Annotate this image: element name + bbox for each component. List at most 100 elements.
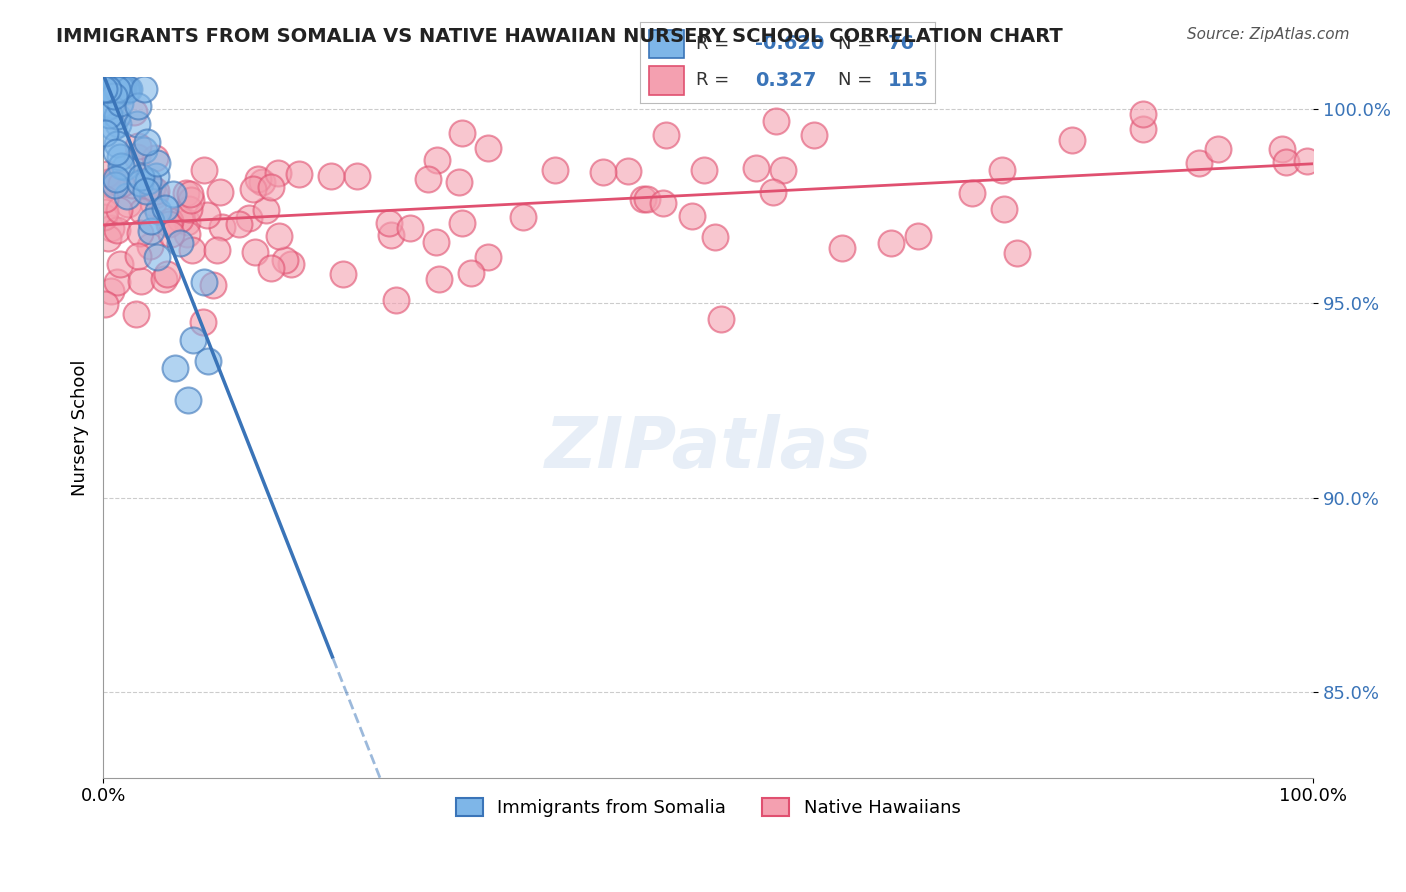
Point	[94, 205, 117, 219]
Point	[180, 243, 202, 257]
Point	[98, 82, 121, 96]
Point	[129, 170, 152, 185]
Point	[451, 216, 474, 230]
Point	[105, 82, 128, 96]
Point	[100, 97, 122, 112]
Point	[169, 235, 191, 250]
Legend: Immigrants from Somalia, Native Hawaiians: Immigrants from Somalia, Native Hawaiian…	[449, 790, 967, 824]
Point	[96, 100, 118, 114]
Point	[103, 82, 125, 96]
Point	[544, 162, 567, 177]
Point	[177, 392, 200, 407]
Point	[346, 169, 368, 183]
Point	[380, 228, 402, 243]
Point	[93, 82, 115, 96]
Point	[449, 175, 471, 189]
Point	[1296, 153, 1319, 168]
Point	[112, 82, 135, 96]
Point	[176, 215, 198, 229]
Text: N =: N =	[838, 35, 877, 53]
Point	[129, 227, 152, 241]
Point	[108, 203, 131, 218]
Point	[105, 137, 128, 152]
Point	[131, 204, 153, 219]
Point	[148, 204, 170, 219]
Point	[101, 82, 124, 96]
Point	[110, 82, 132, 96]
Point	[100, 178, 122, 192]
Text: 0.327: 0.327	[755, 70, 817, 89]
Point	[451, 126, 474, 140]
Point	[93, 210, 115, 224]
Point	[101, 82, 124, 96]
Point	[425, 235, 447, 249]
Point	[163, 360, 186, 375]
Point	[104, 178, 127, 192]
Point	[1274, 155, 1296, 169]
Point	[110, 257, 132, 271]
Text: R =: R =	[696, 35, 735, 53]
Point	[103, 82, 125, 96]
Point	[962, 186, 984, 201]
Point	[131, 275, 153, 289]
Point	[115, 82, 138, 96]
Point	[105, 109, 128, 123]
Point	[655, 128, 678, 142]
Point	[681, 209, 703, 223]
Point	[181, 333, 204, 347]
Point	[399, 221, 422, 235]
Point	[103, 82, 125, 96]
Point	[205, 243, 228, 257]
Point	[191, 315, 214, 329]
Point	[160, 227, 183, 242]
Point	[460, 266, 482, 280]
Text: 115: 115	[887, 70, 928, 89]
Point	[125, 307, 148, 321]
Point	[127, 249, 149, 263]
Point	[96, 82, 118, 96]
Text: 76: 76	[887, 35, 915, 54]
Text: R =: R =	[696, 71, 735, 89]
Point	[142, 195, 165, 210]
Point	[269, 229, 291, 244]
Point	[512, 211, 534, 225]
Point	[118, 82, 141, 96]
Point	[425, 153, 447, 168]
Point	[104, 82, 127, 96]
Point	[260, 179, 283, 194]
Point	[110, 82, 132, 96]
Point	[907, 228, 929, 243]
Point	[1132, 107, 1154, 121]
Point	[112, 82, 135, 96]
Point	[101, 174, 124, 188]
Point	[208, 185, 231, 199]
Point	[104, 85, 127, 99]
Point	[143, 152, 166, 166]
Point	[114, 160, 136, 174]
Point	[97, 231, 120, 245]
Point	[246, 171, 269, 186]
Point	[105, 275, 128, 289]
Point	[94, 297, 117, 311]
Point	[115, 84, 138, 98]
Text: -0.620: -0.620	[755, 35, 824, 54]
Point	[94, 127, 117, 141]
Point	[1062, 133, 1084, 147]
Point	[103, 82, 125, 96]
Point	[145, 169, 167, 184]
FancyBboxPatch shape	[648, 66, 685, 95]
Point	[101, 120, 124, 134]
Point	[117, 82, 139, 96]
Point	[145, 155, 167, 169]
Point	[1206, 142, 1229, 156]
Point	[105, 223, 128, 237]
Point	[267, 166, 290, 180]
Text: N =: N =	[838, 71, 877, 89]
Point	[134, 82, 156, 96]
Point	[101, 82, 124, 96]
Point	[831, 241, 853, 255]
Point	[132, 144, 155, 158]
Point	[110, 96, 132, 111]
Point	[98, 82, 121, 96]
Point	[378, 216, 401, 230]
